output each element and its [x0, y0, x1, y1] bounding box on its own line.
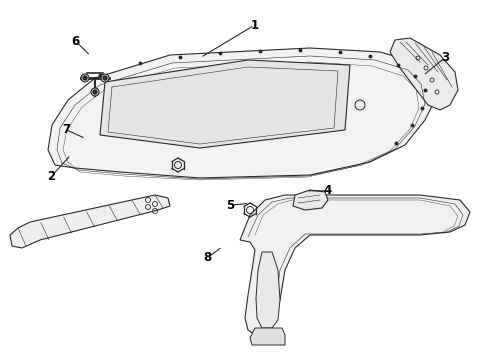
Polygon shape: [100, 60, 349, 148]
Circle shape: [101, 74, 109, 82]
Text: 2: 2: [47, 170, 55, 183]
Circle shape: [81, 74, 89, 82]
Polygon shape: [10, 195, 170, 248]
Text: 3: 3: [440, 51, 448, 64]
Circle shape: [93, 90, 97, 94]
Text: 1: 1: [250, 19, 258, 32]
Circle shape: [91, 88, 99, 96]
Polygon shape: [48, 48, 434, 178]
Text: 8: 8: [203, 251, 211, 264]
Circle shape: [83, 76, 87, 80]
Text: 6: 6: [72, 35, 80, 48]
Text: 4: 4: [323, 184, 331, 197]
Circle shape: [103, 76, 107, 80]
Polygon shape: [256, 252, 280, 328]
Text: 7: 7: [62, 123, 70, 136]
Polygon shape: [292, 190, 327, 210]
Polygon shape: [389, 38, 457, 110]
Text: 5: 5: [225, 199, 233, 212]
Polygon shape: [249, 328, 285, 345]
Polygon shape: [240, 195, 469, 335]
